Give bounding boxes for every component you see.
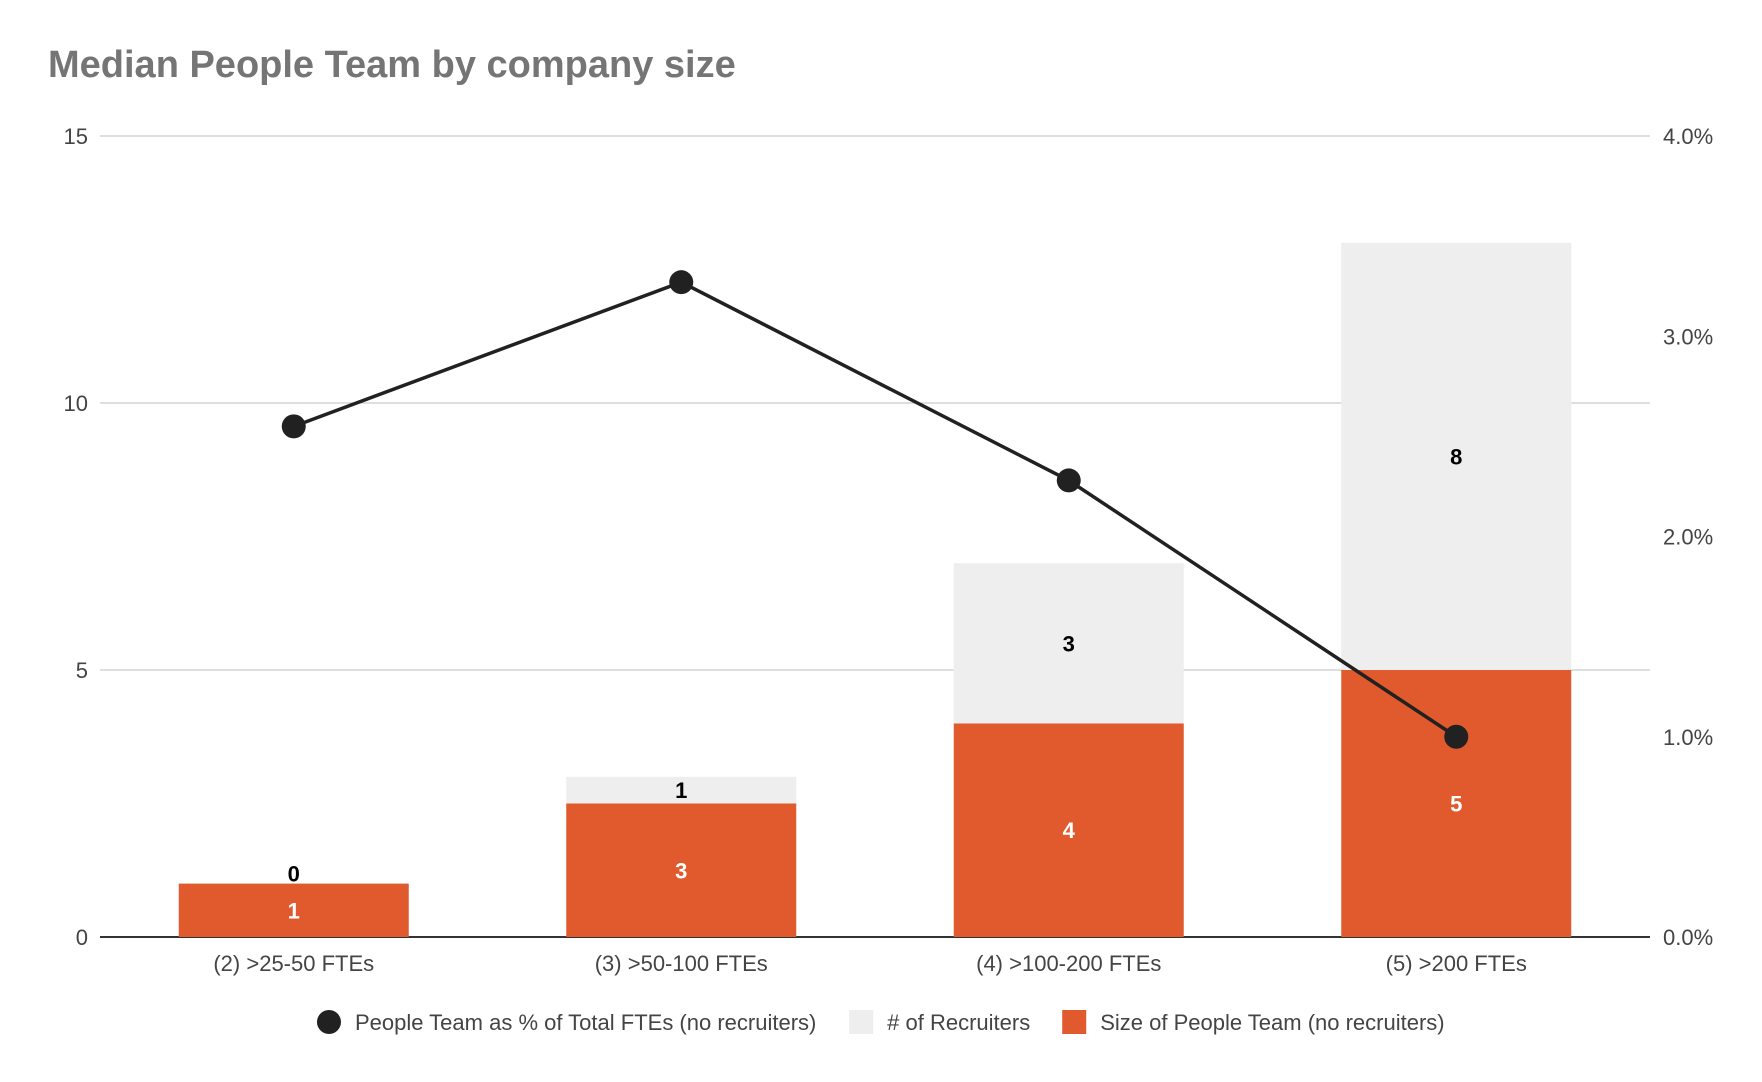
y-left-tick-label: 0 (76, 925, 88, 950)
y-left-tick-label: 10 (64, 391, 88, 416)
bar (953, 723, 1184, 937)
y-left-tick-label: 5 (76, 658, 88, 683)
y-right-tick-label: 2.0% (1663, 525, 1713, 550)
y-right-tick-label: 3.0% (1663, 324, 1713, 349)
legend-label: Size of People Team (no recruiters) (1100, 1010, 1444, 1035)
y-left-tick-label: 15 (64, 124, 88, 149)
bar (566, 803, 797, 937)
x-tick-label: (4) >100-200 FTEs (976, 951, 1161, 976)
chart-title: Median People Team by company size (48, 44, 736, 86)
y-right-tick-label: 4.0% (1663, 124, 1713, 149)
bar-data-label: 8 (1450, 444, 1462, 469)
bar-data-label: 4 (1063, 818, 1076, 843)
y-right-tick-label: 1.0% (1663, 725, 1713, 750)
bar-data-label: 1 (288, 898, 300, 923)
line-point (1056, 468, 1081, 493)
bar-data-label: 3 (1063, 631, 1075, 656)
bar-data-label: 1 (675, 778, 687, 803)
legend-label: # of Recruiters (887, 1010, 1030, 1035)
bar (566, 776, 797, 804)
x-tick-label: (5) >200 FTEs (1386, 951, 1527, 976)
legend-marker (316, 1010, 341, 1034)
line-point (669, 270, 694, 295)
legend-marker (849, 1010, 874, 1034)
bar (953, 563, 1184, 724)
line-series (293, 280, 1458, 739)
x-tick-label: (2) >25-50 FTEs (213, 951, 374, 976)
line-point (281, 414, 306, 439)
bar-data-label: 0 (288, 862, 300, 887)
x-tick-label: (3) >50-100 FTEs (595, 951, 768, 976)
bar (178, 883, 409, 937)
bar-data-label: 5 (1450, 792, 1462, 817)
legend-marker (1062, 1010, 1087, 1034)
bar-data-label: 3 (675, 858, 687, 883)
bar (1341, 670, 1572, 937)
y-right-tick-label: 0.0% (1663, 925, 1713, 950)
line-point (1444, 724, 1469, 749)
bar (1341, 242, 1572, 671)
legend-label: People Team as % of Total FTEs (no recru… (355, 1010, 816, 1035)
